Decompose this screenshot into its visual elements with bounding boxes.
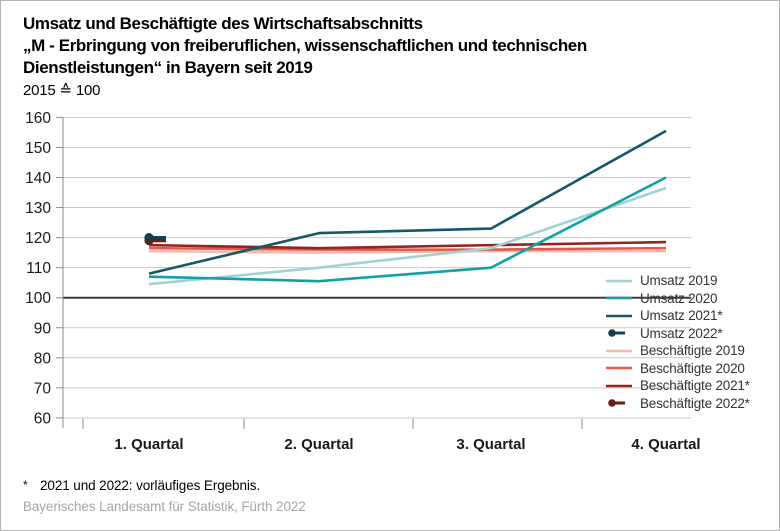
series-line-Umsatz 2019: [148, 186, 667, 286]
legend-swatch-icon: [606, 279, 632, 283]
legend-label: Beschäftigte 2020: [640, 360, 745, 376]
series-line-Beschäftigte 2020: [148, 246, 667, 251]
x-tick-label: 3. Quartal: [456, 436, 525, 453]
legend-label: Umsatz 2022*: [640, 325, 723, 341]
y-tick-label: 140: [25, 170, 51, 187]
y-tick-label: 60: [34, 410, 52, 427]
legend-swatch-icon: [608, 399, 625, 408]
series-line-Beschäftigte 2021*: [148, 240, 667, 250]
y-tick-label: 90: [34, 320, 52, 337]
index-base-note: 2015 ≙ 100: [23, 82, 101, 99]
legend-item-8: Beschäftigte 2022*: [604, 395, 750, 413]
title-line-3: Dienstleistungen“ in Bayern seit 2019: [23, 58, 313, 77]
legend-item-2: Umsatz 2020: [604, 290, 750, 308]
legend-item-1: Umsatz 2019: [604, 272, 750, 290]
legend-swatch-icon: [606, 366, 632, 370]
footnote-marker: *: [23, 478, 28, 492]
y-tick-label: 70: [34, 380, 52, 397]
legend-label: Beschäftigte 2021*: [640, 378, 750, 394]
y-tick-label: 160: [25, 110, 51, 127]
y-tick-label: 150: [25, 140, 51, 157]
chart-legend: Umsatz 2019 Umsatz 2020 Umsatz 2021* Umsatz…: [604, 272, 750, 412]
legend-label: Umsatz 2019: [640, 273, 718, 289]
x-tick-label: 1. Quartal: [114, 436, 183, 453]
legend-swatch-icon: [606, 296, 632, 300]
title-line-1: Umsatz und Beschäftigte des Wirtschaftsa…: [23, 14, 423, 33]
legend-swatch-icon: [606, 314, 632, 318]
footnote: * 2021 und 2022: vorläufiges Ergebnis.: [23, 478, 260, 493]
x-tick-label: 4. Quartal: [631, 436, 700, 453]
legend-label: Beschäftigte 2019: [640, 343, 745, 359]
x-tick-label: 2. Quartal: [284, 436, 353, 453]
legend-swatch-icon: [606, 349, 632, 353]
legend-label: Beschäftigte 2022*: [640, 395, 750, 411]
legend-item-6: Beschäftigte 2020: [604, 360, 750, 378]
legend-swatch-icon: [606, 384, 632, 388]
series-line-Beschäftigte 2019: [148, 249, 666, 254]
y-tick-label: 110: [26, 260, 51, 277]
footnote-text: 2021 und 2022: vorläufiges Ergebnis.: [40, 478, 261, 493]
series-point-Umsatz 2022*: [144, 233, 154, 243]
series-line-Umsatz 2020: [148, 176, 667, 283]
legend-item-7: Beschäftigte 2021*: [604, 377, 750, 395]
legend-item-3: Umsatz 2021*: [604, 307, 750, 325]
y-tick-label: 80: [34, 350, 52, 367]
legend-label: Umsatz 2021*: [640, 308, 723, 324]
chart-title: Umsatz und Beschäftigte des Wirtschaftsa…: [23, 13, 753, 79]
source-note: Bayerisches Landesamt für Statistik, Für…: [23, 499, 306, 514]
title-line-2: „M - Erbringung von freiberuflichen, wis…: [23, 36, 587, 55]
legend-item-4: Umsatz 2022*: [604, 325, 750, 343]
legend-swatch-icon: [608, 329, 625, 338]
y-tick-label: 120: [25, 230, 51, 247]
y-tick-label: 130: [25, 200, 51, 217]
legend-item-5: Beschäftigte 2019: [604, 342, 750, 360]
series-line-Umsatz 2021*: [148, 129, 667, 275]
y-tick-label: 100: [25, 290, 51, 307]
legend-label: Umsatz 2020: [640, 290, 718, 306]
